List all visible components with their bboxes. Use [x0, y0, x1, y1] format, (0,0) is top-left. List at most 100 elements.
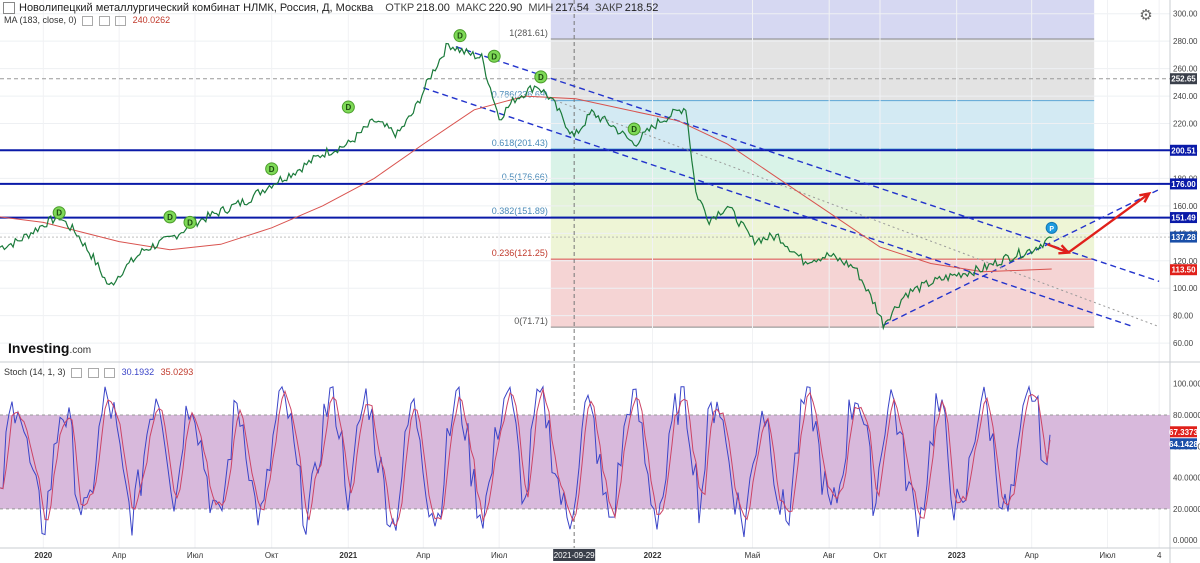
stoch-k-series [0, 384, 1051, 538]
dividend-marker[interactable]: D [453, 29, 467, 43]
stochastic-lines [0, 384, 1051, 538]
forecast-arrows[interactable] [1047, 191, 1152, 255]
close-icon[interactable] [115, 15, 127, 26]
dividend-marker-circle[interactable] [534, 70, 548, 84]
time-tick-label: Июл [491, 551, 508, 560]
open-value: 218.00 [416, 2, 450, 14]
low-label: МИН [528, 2, 554, 14]
price-tick-label: 160.00 [1173, 202, 1198, 211]
logo-main: Investing [8, 340, 70, 356]
stoch-tick-label: 100.0000 [1173, 380, 1200, 389]
dividend-marker[interactable]: D [52, 206, 66, 220]
time-tick-label: Май [745, 551, 761, 560]
dividend-marker[interactable]: D [265, 162, 279, 176]
dividend-marker-label: D [56, 209, 62, 218]
stoch-tick-label: 0.0000 [1173, 536, 1198, 545]
price-tag-label: 151.49 [1171, 214, 1196, 223]
dividend-marker-label: D [631, 125, 637, 134]
price-tag-label: 200.51 [1171, 146, 1196, 155]
gear-icon[interactable] [87, 367, 99, 378]
fibonacci-retracement: 1(281.61) 0.786(236.69) 0.618(201.43) 0.5(1… [492, 0, 1095, 328]
stoch-tag-label: 64.1428 [1169, 440, 1198, 449]
time-tick-label: 2022 [644, 551, 662, 560]
dividend-marker-circle[interactable] [52, 206, 66, 220]
fib-level-label: 0.382(151.89) [492, 206, 548, 216]
instrument-title: Новолипецкий металлургический комбинат Н… [19, 2, 374, 14]
price-tag-box [1170, 212, 1197, 224]
fib-zone [550, 38, 1095, 101]
fib-zone [550, 259, 1095, 328]
fib-level-label: 0.236(121.25) [492, 248, 548, 258]
stoch-legend: Stoch (14, 1, 3) 30.1932 35.0293 [4, 367, 193, 378]
high-label: МАКС [455, 2, 487, 14]
report-marker-label: P [1049, 226, 1054, 233]
time-tick-label: Авг [823, 551, 836, 560]
dividend-marker-circle[interactable] [627, 122, 641, 136]
ma-label: MA (183, close, 0) [4, 15, 77, 25]
price-tag-label: 113.50 [1171, 266, 1196, 275]
dividend-marker-circle[interactable] [183, 215, 197, 229]
low-value: 217.54 [555, 2, 589, 14]
chart-header: Новолипецкий металлургический комбинат Н… [0, 0, 658, 16]
price-tick-label: 220.00 [1173, 120, 1198, 129]
trend-line[interactable] [423, 87, 1134, 328]
trend-line[interactable] [455, 46, 1160, 283]
dividend-marker-circle[interactable] [265, 162, 279, 176]
price-tag-box [1170, 144, 1197, 156]
dividend-marker[interactable]: D [183, 215, 197, 229]
dividend-marker-circle[interactable] [453, 29, 467, 43]
time-tick-label: 2020 [34, 551, 52, 560]
price-tick-label: 120.00 [1173, 257, 1198, 266]
dividend-marker[interactable]: D [534, 70, 548, 84]
close-icon[interactable] [104, 367, 116, 378]
close-value: 218.52 [624, 2, 659, 14]
settings-gear-icon[interactable]: ⚙ [1139, 7, 1153, 24]
dividend-marker-circle[interactable] [163, 210, 177, 224]
price-tag-box [1170, 73, 1197, 85]
close-label: ЗАКР [594, 2, 623, 14]
event-markers[interactable]: D D D D D D D D D P [52, 29, 1058, 234]
stoch-label: Stoch (14, 1, 3) [4, 367, 66, 377]
cursor-date-label: 2021-09-29 [554, 551, 595, 560]
open-label: ОТКР [385, 2, 415, 14]
time-tick-label: Апр [112, 551, 127, 560]
price-tag-label: 137.28 [1171, 233, 1196, 242]
dotted-trend-line[interactable] [550, 98, 1160, 328]
time-tick-label: 2023 [948, 551, 966, 560]
dividend-marker-label: D [167, 213, 173, 222]
eye-icon[interactable] [71, 367, 83, 378]
collapse-icon[interactable] [3, 2, 15, 14]
dividend-marker[interactable]: D [627, 122, 641, 136]
fib-zone [550, 183, 1095, 218]
stoch-tick-label: 80.0000 [1173, 411, 1200, 420]
price-tick-label: 300.00 [1173, 10, 1198, 19]
time-tick-label: Окт [873, 551, 887, 560]
forecast-arrow-shaft[interactable] [1047, 243, 1069, 254]
fib-level-label: 0.786(236.69) [492, 90, 548, 100]
eye-icon[interactable] [82, 15, 94, 26]
dividend-marker[interactable]: D [341, 100, 355, 114]
dividend-marker-circle[interactable] [487, 49, 501, 63]
time-tick-label: Апр [1025, 551, 1040, 560]
dividend-marker-circle[interactable] [341, 100, 355, 114]
stoch-tag-box [1170, 426, 1197, 438]
price-series [0, 42, 1052, 331]
gear-icon[interactable] [98, 15, 110, 26]
price-tag-box [1170, 231, 1197, 243]
time-tick-label: Июл [187, 551, 204, 560]
report-marker[interactable] [1045, 221, 1058, 234]
dividend-marker[interactable]: D [487, 49, 501, 63]
time-tick-label: Июл [1099, 551, 1116, 560]
price-tick-label: 60.00 [1173, 339, 1194, 348]
forecast-arrow-shaft[interactable] [1067, 192, 1150, 254]
price-tags: 200.51 176.00 151.49 252.65 137.28 113.50 67.3… [1169, 73, 1199, 450]
forecast-arrow-head[interactable] [1139, 191, 1152, 203]
dividend-marker[interactable]: D [163, 210, 177, 224]
price-tick-label: 80.00 [1173, 312, 1194, 321]
price-tag-box [1170, 178, 1197, 190]
price-tag-label: 176.00 [1171, 180, 1196, 189]
price-line [0, 42, 1052, 331]
dividend-marker-label: D [538, 73, 544, 82]
fib-level-label: 1(281.61) [509, 28, 548, 38]
